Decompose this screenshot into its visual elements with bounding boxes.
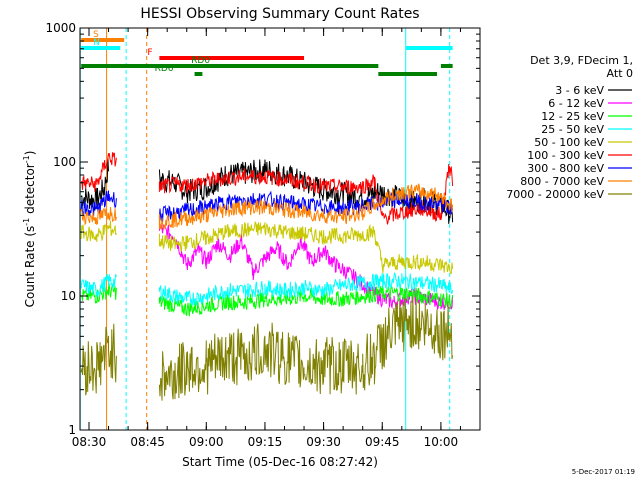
- status-label-rd0: RD0: [191, 56, 210, 66]
- footer-date: 5-Dec-2017 01:19: [572, 468, 635, 476]
- x-tick-label-4: 09:30: [306, 435, 341, 449]
- legend-header-line-1: Det 3,9, FDecim 1,: [530, 54, 633, 67]
- legend-label-4: 50 - 100 keV: [534, 136, 604, 149]
- x-tick-label-2: 09:00: [189, 435, 224, 449]
- series-line-8: [80, 295, 454, 401]
- x-tick-label-3: 09:15: [248, 435, 283, 449]
- series-line-5: [80, 152, 454, 225]
- series-line-2: [81, 283, 454, 317]
- legend-label-8: 7000 - 20000 keV: [506, 188, 604, 201]
- series-line-3: [80, 271, 454, 306]
- x-tick-label-0: 08:30: [72, 435, 107, 449]
- series-line-4: [80, 221, 454, 275]
- y-tick-label-3: 1000: [45, 21, 76, 35]
- y-axis-label: Count Rate (s-1 detector-1): [22, 151, 37, 308]
- plot-frame: [79, 27, 481, 431]
- status-label-rd6: RD6: [155, 64, 174, 74]
- x-tick-label-5: 09:45: [365, 435, 400, 449]
- x-axis-label: Start Time (05-Dec-16 08:27:42): [182, 455, 378, 469]
- status-label-s: S: [93, 30, 99, 40]
- legend-label-3: 25 - 50 keV: [541, 123, 604, 136]
- legend-label-0: 3 - 6 keV: [555, 84, 604, 97]
- y-tick-label-1: 10: [61, 289, 76, 303]
- chart-title: HESSI Observing Summary Count Rates: [140, 6, 419, 22]
- status-label-f: F: [147, 48, 152, 58]
- series-line-7: [80, 183, 454, 231]
- legend-label-7: 800 - 7000 keV: [520, 175, 604, 188]
- legend-header-line-2: Att 0: [607, 67, 633, 80]
- status-label-n: N: [93, 38, 100, 48]
- axes: 08:30 08:45 09:00 09:15 09:30 09:45 10:00 1 10 10…: [45, 21, 481, 449]
- legend-label-1: 6 - 12 keV: [548, 97, 604, 110]
- legend-label-6: 300 - 800 keV: [527, 162, 604, 175]
- x-tick-label-6: 10:00: [424, 435, 459, 449]
- y-tick-label-0: 1: [68, 423, 76, 437]
- plot-content: SN F RD0 RD6: [79, 28, 454, 430]
- x-tick-label-1: 08:45: [130, 435, 165, 449]
- legend-label-2: 12 - 25 keV: [541, 110, 604, 123]
- legend-label-5: 100 - 300 keV: [527, 149, 604, 162]
- y-tick-label-2: 100: [53, 155, 76, 169]
